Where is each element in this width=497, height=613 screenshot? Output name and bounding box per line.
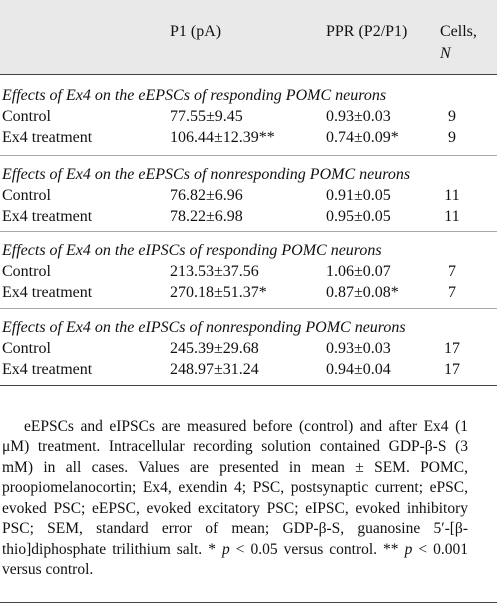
table-cell: Control <box>2 187 51 204</box>
table-cell: Ex4 treatment <box>2 361 93 378</box>
table-cell: 270.18±51.37* <box>170 284 267 301</box>
footnote-text: p <box>221 540 230 558</box>
table-cell: 248.97±31.24 <box>170 361 259 378</box>
table-cell: 9 <box>448 129 456 146</box>
footnote-text: p <box>404 540 413 558</box>
table-cell: 78.22±6.98 <box>170 208 243 225</box>
header-cell: Cells, <box>440 23 477 40</box>
section: Effects of Ex4 on the eIPSCs of nonrespo… <box>0 308 497 386</box>
table-cell: 245.39±29.68 <box>170 340 259 357</box>
table-cell: 0.95±0.05 <box>326 208 391 225</box>
section-title: Effects of Ex4 on the eEPSCs of respondi… <box>2 87 387 104</box>
table-cell: Ex4 treatment <box>2 129 93 146</box>
section-title: Effects of Ex4 on the eIPSCs of respondi… <box>2 242 382 259</box>
table-cell: 0.94±0.04 <box>326 361 391 378</box>
footnote-text: eEPSCs and eIPSCs are measured before (c… <box>2 417 468 558</box>
footnote-text: < 0.001 versus control. <box>2 540 468 579</box>
table-cell: 0.87±0.08* <box>326 284 399 301</box>
header-cell: P1 (pA) <box>170 23 222 40</box>
table-cell: 0.91±0.05 <box>326 187 391 204</box>
table-cell: Control <box>2 263 51 280</box>
table-cell: 77.55±9.45 <box>170 108 243 125</box>
section: Effects of Ex4 on the eEPSCs of nonrespo… <box>0 155 497 232</box>
header-cell: PPR (P2/P1) <box>326 23 408 40</box>
table-cell: Ex4 treatment <box>2 208 93 225</box>
table-cell: 17 <box>444 340 460 357</box>
table-header: P1 (pA) PPR (P2/P1) Cells, N <box>0 0 497 75</box>
table-cell: 213.53±37.56 <box>170 263 259 280</box>
header-cell: N <box>440 45 451 62</box>
table-cell: 106.44±12.39** <box>170 129 275 146</box>
section-title: Effects of Ex4 on the eEPSCs of nonrespo… <box>2 166 411 183</box>
table-cell: 11 <box>444 187 460 204</box>
section: Effects of Ex4 on the eIPSCs of respondi… <box>0 231 497 309</box>
table-cell: Control <box>2 340 51 357</box>
table-cell: 0.74±0.09* <box>326 129 399 146</box>
table-cell: 7 <box>448 263 456 280</box>
table-cell: 17 <box>444 361 460 378</box>
rule <box>0 602 497 603</box>
table-cell: 7 <box>448 284 456 301</box>
table-cell: Control <box>2 108 51 125</box>
section-title: Effects of Ex4 on the eIPSCs of nonrespo… <box>2 319 406 336</box>
table-cell: 11 <box>444 208 460 225</box>
footnote: eEPSCs and eIPSCs are measured before (c… <box>2 417 468 581</box>
table-cell: 0.93±0.03 <box>326 340 391 357</box>
section: Effects of Ex4 on the eEPSCs of respondi… <box>0 76 497 156</box>
table-cell: 0.93±0.03 <box>326 108 391 125</box>
table-cell: 76.82±6.96 <box>170 187 243 204</box>
table-cell: 1.06±0.07 <box>326 263 391 280</box>
table-cell: Ex4 treatment <box>2 284 93 301</box>
footnote-text: < 0.05 versus control. ** <box>229 540 405 558</box>
table-cell: 9 <box>448 108 456 125</box>
